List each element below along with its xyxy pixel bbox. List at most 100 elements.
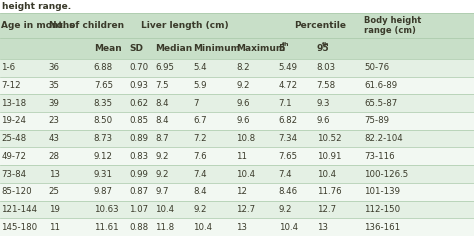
Text: th: th <box>282 42 289 47</box>
Text: 11.8: 11.8 <box>155 223 174 232</box>
Text: 9.7: 9.7 <box>155 187 169 196</box>
Text: Mean: Mean <box>94 44 122 53</box>
Text: 0.70: 0.70 <box>129 63 148 72</box>
Text: 9.2: 9.2 <box>279 205 292 214</box>
Text: 11.61: 11.61 <box>94 223 118 232</box>
Text: 112-150: 112-150 <box>364 205 400 214</box>
Text: 5.9: 5.9 <box>193 81 207 90</box>
Text: 7: 7 <box>193 99 199 108</box>
Text: 5: 5 <box>279 44 285 53</box>
Text: 0.62: 0.62 <box>129 99 148 108</box>
Text: height range.: height range. <box>2 2 72 11</box>
Text: 25: 25 <box>49 187 60 196</box>
Text: 28: 28 <box>49 152 60 161</box>
Text: 6.95: 6.95 <box>155 63 174 72</box>
Text: 12: 12 <box>236 187 247 196</box>
Text: 7.34: 7.34 <box>279 134 298 143</box>
FancyBboxPatch shape <box>0 130 474 148</box>
Text: 9.6: 9.6 <box>236 116 249 126</box>
Text: 85-120: 85-120 <box>1 187 32 196</box>
Text: 9.87: 9.87 <box>94 187 113 196</box>
Text: 25-48: 25-48 <box>1 134 27 143</box>
Text: 13: 13 <box>49 169 60 179</box>
Text: 136-161: 136-161 <box>364 223 400 232</box>
Text: 12.7: 12.7 <box>317 205 336 214</box>
Text: 9.6: 9.6 <box>317 116 330 126</box>
Text: 10.4: 10.4 <box>155 205 174 214</box>
Text: 13: 13 <box>236 223 247 232</box>
Text: 7.1: 7.1 <box>279 99 292 108</box>
Text: 73-116: 73-116 <box>364 152 395 161</box>
Text: 8.4: 8.4 <box>155 116 169 126</box>
Text: 7-12: 7-12 <box>1 81 21 90</box>
FancyBboxPatch shape <box>0 13 474 38</box>
Text: 0.87: 0.87 <box>129 187 148 196</box>
Text: 10.4: 10.4 <box>279 223 298 232</box>
Text: 8.4: 8.4 <box>193 187 207 196</box>
Text: 9.31: 9.31 <box>94 169 113 179</box>
Text: 7.65: 7.65 <box>279 152 298 161</box>
Text: 10.63: 10.63 <box>94 205 118 214</box>
Text: 9.2: 9.2 <box>155 169 169 179</box>
Text: 9.6: 9.6 <box>236 99 249 108</box>
Text: 6.88: 6.88 <box>94 63 113 72</box>
Text: Body height
range (cm): Body height range (cm) <box>364 16 421 35</box>
Text: 7.2: 7.2 <box>193 134 207 143</box>
Text: 73-84: 73-84 <box>1 169 27 179</box>
Text: 9.2: 9.2 <box>236 81 249 90</box>
Text: 7.5: 7.5 <box>155 81 169 90</box>
FancyBboxPatch shape <box>0 183 474 201</box>
Text: Age in months: Age in months <box>1 21 75 30</box>
Text: 19-24: 19-24 <box>1 116 27 126</box>
Text: 50-76: 50-76 <box>364 63 389 72</box>
FancyBboxPatch shape <box>0 201 474 218</box>
Text: 0.85: 0.85 <box>129 116 148 126</box>
Text: 9.12: 9.12 <box>94 152 113 161</box>
FancyBboxPatch shape <box>0 77 474 94</box>
Text: 49-72: 49-72 <box>1 152 27 161</box>
Text: 1-6: 1-6 <box>1 63 16 72</box>
Text: 65.5-87: 65.5-87 <box>364 99 397 108</box>
Text: No. of children: No. of children <box>49 21 124 30</box>
Text: 7.4: 7.4 <box>193 169 207 179</box>
Text: 1.07: 1.07 <box>129 205 148 214</box>
Text: 10.52: 10.52 <box>317 134 341 143</box>
Text: 39: 39 <box>49 99 60 108</box>
Text: 4.72: 4.72 <box>279 81 298 90</box>
Text: 23: 23 <box>49 116 60 126</box>
Text: 8.03: 8.03 <box>317 63 336 72</box>
Text: 0.89: 0.89 <box>129 134 148 143</box>
Text: 100-126.5: 100-126.5 <box>364 169 408 179</box>
FancyBboxPatch shape <box>0 112 474 130</box>
Text: Maximum: Maximum <box>236 44 285 53</box>
Text: 8.73: 8.73 <box>94 134 113 143</box>
FancyBboxPatch shape <box>0 38 474 59</box>
Text: 6.82: 6.82 <box>279 116 298 126</box>
Text: 43: 43 <box>49 134 60 143</box>
Text: 8.4: 8.4 <box>155 99 169 108</box>
Text: 101-139: 101-139 <box>364 187 400 196</box>
Text: Minimum: Minimum <box>193 44 240 53</box>
FancyBboxPatch shape <box>0 59 474 77</box>
Text: 7.6: 7.6 <box>193 152 207 161</box>
Text: 8.50: 8.50 <box>94 116 113 126</box>
Text: 8.35: 8.35 <box>94 99 113 108</box>
Text: 9.2: 9.2 <box>155 152 169 161</box>
Text: 7.65: 7.65 <box>94 81 113 90</box>
Text: 10.91: 10.91 <box>317 152 341 161</box>
Text: 0.99: 0.99 <box>129 169 148 179</box>
Text: 0.83: 0.83 <box>129 152 148 161</box>
Text: 121-144: 121-144 <box>1 205 37 214</box>
Text: 75-89: 75-89 <box>364 116 389 126</box>
Text: 0.88: 0.88 <box>129 223 148 232</box>
Text: 8.2: 8.2 <box>236 63 250 72</box>
Text: 19: 19 <box>49 205 60 214</box>
FancyBboxPatch shape <box>0 218 474 236</box>
Text: 13-18: 13-18 <box>1 99 27 108</box>
FancyBboxPatch shape <box>0 0 474 13</box>
Text: Liver length (cm): Liver length (cm) <box>141 21 228 30</box>
Text: 61.6-89: 61.6-89 <box>364 81 397 90</box>
Text: 95: 95 <box>317 44 329 53</box>
Text: 10.4: 10.4 <box>236 169 255 179</box>
Text: 8.7: 8.7 <box>155 134 169 143</box>
